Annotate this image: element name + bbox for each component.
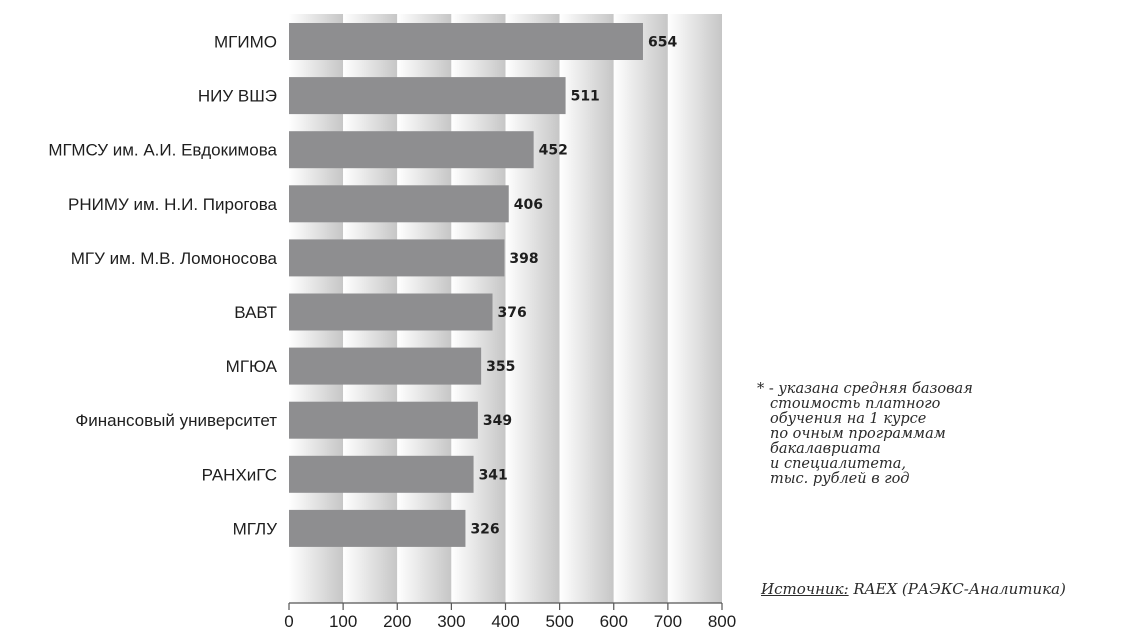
x-tick-label: 500 [545,612,573,630]
x-axis: 0 100 200 300 400 500 600 700 800 [284,602,736,630]
footnote-line: тыс. рублей в год [770,471,910,487]
category-label: МГИМО [214,33,277,52]
footnote-line: бакалавриата [770,441,881,457]
x-tick-label: 400 [491,612,519,630]
category-label: Финансовый университет [75,411,277,430]
bar [289,239,505,277]
footnote-marker: * - [757,381,774,397]
bar [289,77,566,115]
source-text: RAEX (РАЭКС-Аналитика) [848,580,1066,598]
category-label: НИУ ВШЭ [198,87,277,106]
data-label: 654 [648,35,677,51]
bars: МГИМО 654 НИУ ВШЭ 511 МГМСУ им. А.И. Евдоким… [48,23,677,547]
bar [289,509,466,547]
footnote-line: стоимость платного [770,396,941,412]
data-label: 326 [470,521,499,537]
x-tick-label: 800 [708,612,736,630]
x-tick-label: 700 [654,612,682,630]
x-tick-label: 100 [329,612,357,630]
grid-band [613,14,668,603]
category-label: МГМСУ им. А.И. Евдокимова [48,141,277,160]
data-label: 398 [509,251,538,267]
grid-band [559,14,614,603]
footnote-line: по очным программам [770,426,946,442]
data-label: 452 [539,143,568,159]
footnote-line: указана средняя базовая [778,381,973,397]
x-tick-label: 300 [437,612,465,630]
category-label: ВАВТ [234,303,277,322]
bar [289,131,534,169]
footnote-line: обучения на 1 курсе [770,411,927,427]
footnote-line: и специалитета, [770,456,906,472]
category-label: МГУ им. М.В. Ломоносова [71,249,278,268]
data-label: 341 [479,467,508,483]
category-label: РАНХиГС [202,465,277,484]
category-label: МГЛУ [233,519,278,538]
x-tick-label: 200 [383,612,411,630]
bar [289,293,493,331]
footnote: * - указана средняя базовая стоимость пл… [757,382,1137,487]
data-label: 355 [486,359,515,375]
data-label: 406 [514,197,543,213]
bar [289,401,478,439]
data-label: 349 [483,413,512,429]
source-label: Источник: [761,580,849,598]
category-label: МГЮА [226,357,278,376]
grid-band [667,14,722,603]
data-label: 511 [571,89,600,105]
bar [289,347,482,385]
data-label: 376 [498,305,527,321]
source-note: Источник: RAEX (РАЭКС-Аналитика) [761,580,1066,598]
bar [289,455,474,493]
bar [289,23,643,60]
category-label: РНИМУ им. Н.И. Пирогова [68,195,278,214]
x-tick-label: 0 [284,612,293,630]
bar [289,185,509,223]
x-tick-label: 600 [600,612,628,630]
